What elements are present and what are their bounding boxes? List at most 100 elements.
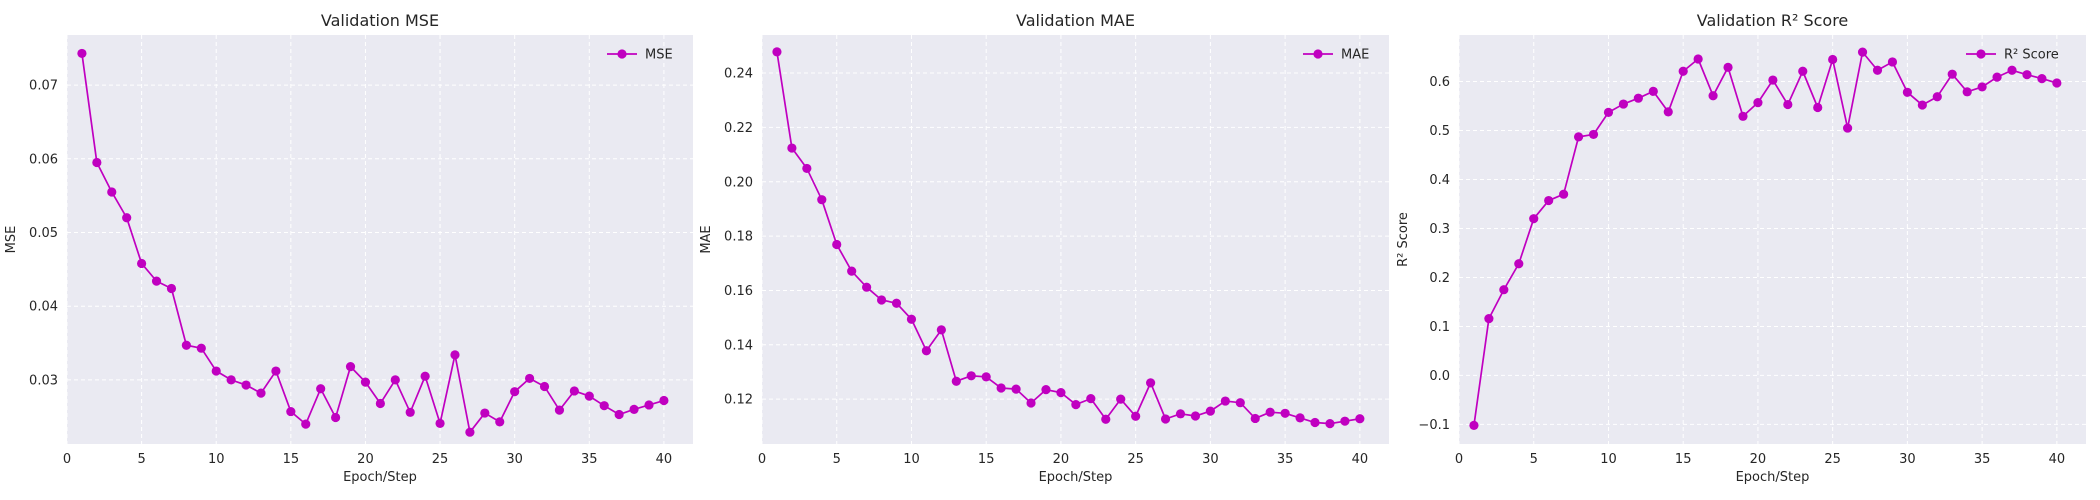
data-point <box>420 371 430 381</box>
x-tick-label: 30 <box>1899 452 1916 467</box>
data-point <box>1071 399 1081 410</box>
data-point <box>1559 189 1569 199</box>
data-point <box>1295 413 1305 423</box>
data-point <box>1708 91 1718 101</box>
y-tick-label: 0.5 <box>1429 124 1450 139</box>
data-point <box>569 386 579 396</box>
data-point <box>166 283 177 294</box>
data-point <box>435 418 445 428</box>
x-tick-label: 15 <box>1675 452 1692 467</box>
y-tick-label: 0.07 <box>29 79 58 94</box>
data-point <box>1887 57 1898 67</box>
data-point <box>465 427 475 437</box>
data-point <box>271 366 281 376</box>
y-tick-label: 0.14 <box>724 338 753 353</box>
y-tick-label: 0.24 <box>724 67 753 82</box>
data-point <box>1962 87 1972 97</box>
data-point <box>1828 54 1838 65</box>
data-point <box>1041 385 1051 395</box>
data-point <box>331 412 341 423</box>
data-point <box>181 340 191 350</box>
data-point <box>1648 86 1658 96</box>
data-point <box>1250 413 1260 424</box>
data-point <box>891 298 902 308</box>
data-point <box>1663 107 1673 117</box>
data-point <box>787 143 797 153</box>
data-point <box>256 388 266 398</box>
data-point <box>1205 406 1215 416</box>
x-tick-label: 5 <box>137 452 145 467</box>
chart-title: Validation MAE <box>1016 11 1135 30</box>
y-tick-label: 0.05 <box>29 226 58 241</box>
data-point <box>405 407 415 417</box>
data-point <box>614 409 624 420</box>
data-point <box>92 157 102 168</box>
x-tick-label: 20 <box>1750 452 1767 467</box>
x-tick-label: 20 <box>1053 452 1070 467</box>
data-point <box>1693 54 1703 64</box>
data-point <box>1265 407 1275 417</box>
x-tick-label: 30 <box>506 452 523 467</box>
data-point <box>1325 419 1335 429</box>
y-tick-label: 0.2 <box>1429 271 1450 286</box>
y-tick-label: 0.04 <box>29 300 58 315</box>
data-point <box>876 295 887 305</box>
data-point <box>1499 285 1509 295</box>
data-point <box>1783 99 1793 110</box>
data-point <box>1573 132 1584 142</box>
plot-area <box>762 35 1389 444</box>
data-point <box>1484 314 1494 324</box>
y-tick-label: −0.1 <box>1418 418 1450 433</box>
x-tick-label: 10 <box>1600 452 1617 467</box>
x-tick-label: 0 <box>1455 452 1463 467</box>
data-point <box>375 398 385 409</box>
data-point <box>1146 378 1156 388</box>
data-point <box>772 47 782 57</box>
y-tick-label: 0.03 <box>29 373 58 388</box>
data-point <box>966 371 976 381</box>
y-tick-label: 0.06 <box>29 152 58 167</box>
x-tick-label: 25 <box>1127 452 1144 467</box>
data-point <box>862 282 872 292</box>
x-tick-label: 5 <box>833 452 841 467</box>
legend: MSE <box>607 48 673 63</box>
data-point <box>1340 416 1350 426</box>
data-point <box>554 405 565 415</box>
legend-label: MAE <box>1341 48 1369 63</box>
data-point <box>1992 72 2002 82</box>
y-tick-label: 0.3 <box>1429 222 1450 237</box>
data-point <box>1026 398 1036 408</box>
y-tick-label: 0.16 <box>724 284 753 299</box>
data-point <box>832 239 842 250</box>
x-tick-label: 15 <box>978 452 995 467</box>
x-tick-label: 40 <box>656 452 673 467</box>
x-tick-label: 0 <box>63 452 71 467</box>
data-point <box>1768 75 1778 85</box>
data-point <box>1843 123 1853 133</box>
data-point <box>1977 82 1987 92</box>
data-point <box>2007 65 2017 75</box>
data-point <box>524 373 535 384</box>
data-point <box>1116 394 1126 404</box>
y-tick-label: 0.0 <box>1429 369 1450 384</box>
data-point <box>122 213 132 223</box>
data-point <box>1131 411 1141 421</box>
x-tick-label: 25 <box>1824 452 1841 467</box>
data-point <box>1310 417 1320 428</box>
data-point <box>1588 129 1599 140</box>
chart-title: Validation MSE <box>321 11 439 30</box>
legend-label: MSE <box>645 48 673 63</box>
plot-area <box>1459 35 2086 444</box>
data-point <box>1917 100 1927 110</box>
data-point <box>1190 411 1201 421</box>
y-tick-label: 0.18 <box>724 230 753 245</box>
data-point <box>226 375 236 385</box>
legend: R² Score <box>1966 48 2059 63</box>
data-point <box>1101 414 1111 424</box>
data-point <box>1723 62 1733 72</box>
chart-panel-2: 0 5 10 15 20 25 30 35 40 0.12 0.14 0.16 0.18 0.20 0.22… <box>699 11 1389 485</box>
data-point <box>1872 65 1883 75</box>
data-point <box>629 404 639 414</box>
data-point <box>510 387 520 397</box>
data-point <box>1235 398 1245 408</box>
